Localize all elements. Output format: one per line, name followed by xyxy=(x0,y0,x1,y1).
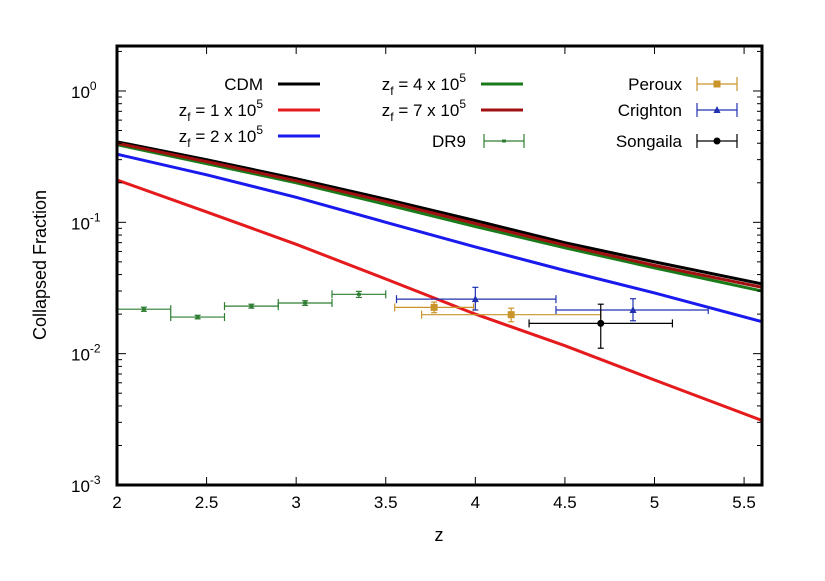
y-tick-label: 10-2 xyxy=(71,342,101,365)
crighton-marker-2 xyxy=(629,305,637,313)
x-tick-label: 2.5 xyxy=(195,493,219,512)
legend-errorbar-swatch xyxy=(696,134,738,148)
legend-marker xyxy=(713,137,721,145)
dr9-marker-5 xyxy=(356,292,361,296)
plot-frame xyxy=(115,44,764,487)
songaila-marker-1 xyxy=(597,319,605,327)
legend-errorbar-swatch xyxy=(696,77,738,91)
legend-label: zf = 7 x 105 xyxy=(382,97,467,124)
series-line-4 xyxy=(117,143,762,293)
crighton-marker-1 xyxy=(471,295,479,303)
x-tick-label: 4.5 xyxy=(553,493,577,512)
legend-errorbar-swatch xyxy=(483,134,525,148)
x-tick-label: 3 xyxy=(291,493,300,512)
y-tick-label: 10-1 xyxy=(71,210,101,233)
legend-label: Songaila xyxy=(616,132,683,151)
y-tick-label: 100 xyxy=(71,79,97,102)
legend-label: Peroux xyxy=(628,75,682,94)
peroux-marker-2 xyxy=(507,311,515,319)
legend-label: CDM xyxy=(224,75,263,94)
legend-label: zf = 2 x 105 xyxy=(179,123,264,150)
dr9-point-1 xyxy=(117,305,172,314)
y-axis-title: Collapsed Fraction xyxy=(30,190,50,340)
dr9-point-4 xyxy=(277,299,333,308)
series-line-1 xyxy=(117,140,762,286)
legend-label: Crighton xyxy=(618,101,682,120)
legend-label: zf = 1 x 105 xyxy=(179,97,264,124)
songaila-point-1 xyxy=(528,303,674,349)
x-tick-label: 5.5 xyxy=(732,493,756,512)
legend-marker xyxy=(713,80,721,88)
legend-label: DR9 xyxy=(432,132,466,151)
dr9-point-3 xyxy=(223,302,279,311)
dr9-point-2 xyxy=(170,313,226,322)
legend-errorbar-swatch xyxy=(696,103,738,117)
legend-marker xyxy=(713,106,721,113)
dr9-marker-3 xyxy=(249,304,254,308)
peroux-point-1 xyxy=(394,301,475,314)
legend-label: zf = 4 x 105 xyxy=(382,71,467,98)
dr9-marker-4 xyxy=(303,301,308,305)
peroux-marker-1 xyxy=(430,303,438,311)
series-line-2 xyxy=(117,178,762,422)
crighton-point-2 xyxy=(555,298,709,322)
x-tick-label: 3.5 xyxy=(374,493,398,512)
y-tick-label: 10-3 xyxy=(71,473,101,496)
x-tick-label: 2 xyxy=(112,493,121,512)
series-line-3 xyxy=(117,152,762,324)
crighton-point-1 xyxy=(395,286,557,311)
dr9-marker-1 xyxy=(141,307,146,311)
dr9-marker-2 xyxy=(195,315,200,319)
dr9-point-5 xyxy=(331,290,387,299)
legend-marker xyxy=(502,139,506,143)
x-axis-title: z xyxy=(435,525,444,545)
x-tick-label: 5 xyxy=(650,493,659,512)
series-line-5 xyxy=(117,141,762,289)
x-tick-label: 4 xyxy=(471,493,480,512)
